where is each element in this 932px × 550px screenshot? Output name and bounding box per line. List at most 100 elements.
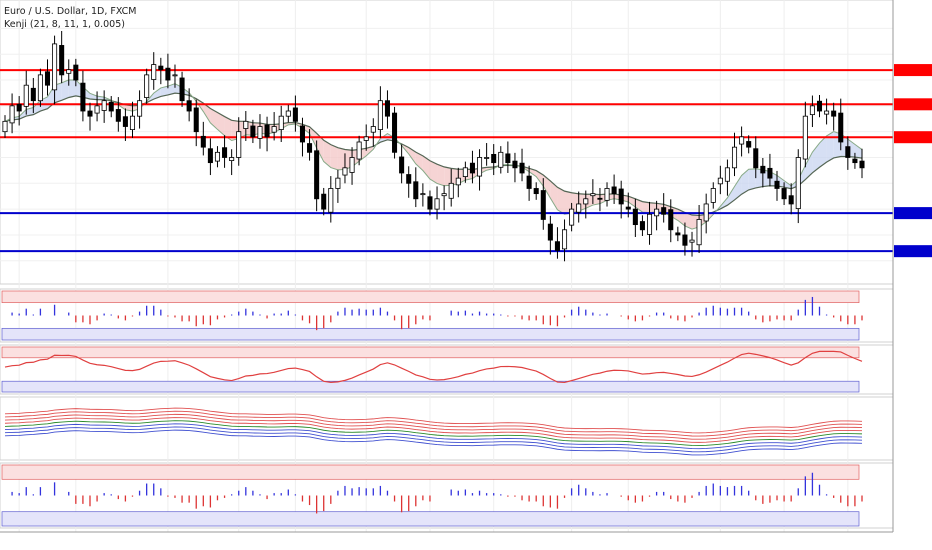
candle-body [816,100,823,112]
candle-body [427,196,433,210]
kenji-cloud-segment [628,196,636,208]
candle-body [562,229,568,250]
level-price-tag [894,64,932,77]
candle-body [23,84,29,107]
candle-body [462,167,468,177]
candle-body [370,126,376,133]
indicator-lower-band [1,380,860,393]
candle-body [342,167,348,176]
kenji-cloud-segment [635,198,643,213]
candle-body [477,157,483,177]
kenji-cloud-segment [160,86,168,97]
candle-body [547,223,553,241]
candle-body [59,45,65,76]
candle-body [285,110,291,117]
candle-body [2,120,8,133]
kenji-cloud-segment [316,133,324,162]
candle-body [37,74,43,102]
candle-body [753,148,759,169]
candle-body [569,208,575,226]
kenji-cloud-segment [550,180,558,210]
candle-body [66,69,72,74]
kenji-cloud-segment [684,212,693,230]
price-panel [0,30,893,262]
candle-body [809,105,815,116]
candle-body [767,167,773,179]
kenji-cloud-segment [592,194,600,206]
ranger-band-line [4,429,863,456]
candle-body [278,115,284,131]
candle-body [774,180,780,189]
kenji-slow-line [4,92,863,217]
level-price-tag [894,245,932,258]
kenji-cloud-segment [819,135,827,168]
panel-backgrounds [0,0,894,529]
candle-body [703,203,709,222]
candle-body [731,146,738,169]
candle-body [710,188,716,203]
candle-body [137,100,143,117]
candle-body [115,109,121,122]
indicator-panels [1,290,863,527]
candle-body [229,157,235,161]
candle-body [802,115,808,160]
candle-body [505,153,511,164]
candle-body [611,186,617,195]
candle-body [80,82,86,112]
candle-body [576,203,582,213]
candle-body [101,100,107,111]
kenji-cloud-segment [415,152,423,171]
ranger-band-line [4,413,863,440]
candle-body [292,107,298,122]
candle-body [420,193,426,196]
candle-body [186,100,192,112]
kenji-cloud-segment [330,144,338,170]
candle-body [668,209,674,231]
kenji-cloud-segment [61,79,69,101]
candle-body [94,105,100,114]
indicator-lower-band [1,511,860,527]
candle-body [236,131,242,158]
candle-body [682,234,688,246]
candle-body [675,232,681,236]
candle-body [250,125,256,138]
kenji-cloud-segment [203,103,211,123]
candle-body [363,136,369,141]
kenji-cloud-segment [422,155,430,180]
candle-body [384,100,390,117]
candle-body [554,241,560,251]
candle-body [413,181,419,200]
kenji-cloud-segment [741,169,749,195]
candle-body [760,165,766,174]
candle-body [852,158,858,164]
indicator-upper-band [1,346,860,359]
candle-body [526,175,532,189]
candle-body [491,153,497,164]
candle-body [151,64,157,80]
candle-body [52,43,58,91]
candle-body [498,151,504,168]
kenji-cloud-segment [642,201,650,213]
candle-body [307,143,313,153]
candle-body [172,74,178,77]
level-price-tag [894,207,932,220]
candle-body [207,148,213,164]
candle-body [845,146,851,158]
candle-body [222,147,228,158]
candle-body [73,64,79,81]
kenji-cloud-segment [784,180,792,189]
candle-body [859,160,865,169]
candle-body [377,100,383,131]
candle-body [158,65,164,71]
kenji-cloud-segment [47,85,55,109]
candle-body [824,110,830,115]
level-price-tag [894,131,932,144]
kenji-cloud-segment [429,160,438,184]
kenji-cloud-segment [337,147,345,170]
kenji-cloud-segment [437,164,445,186]
kenji-cloud-segment [585,194,593,209]
candle-body [625,206,631,210]
candle-body [264,124,270,138]
candle-body [746,141,752,148]
